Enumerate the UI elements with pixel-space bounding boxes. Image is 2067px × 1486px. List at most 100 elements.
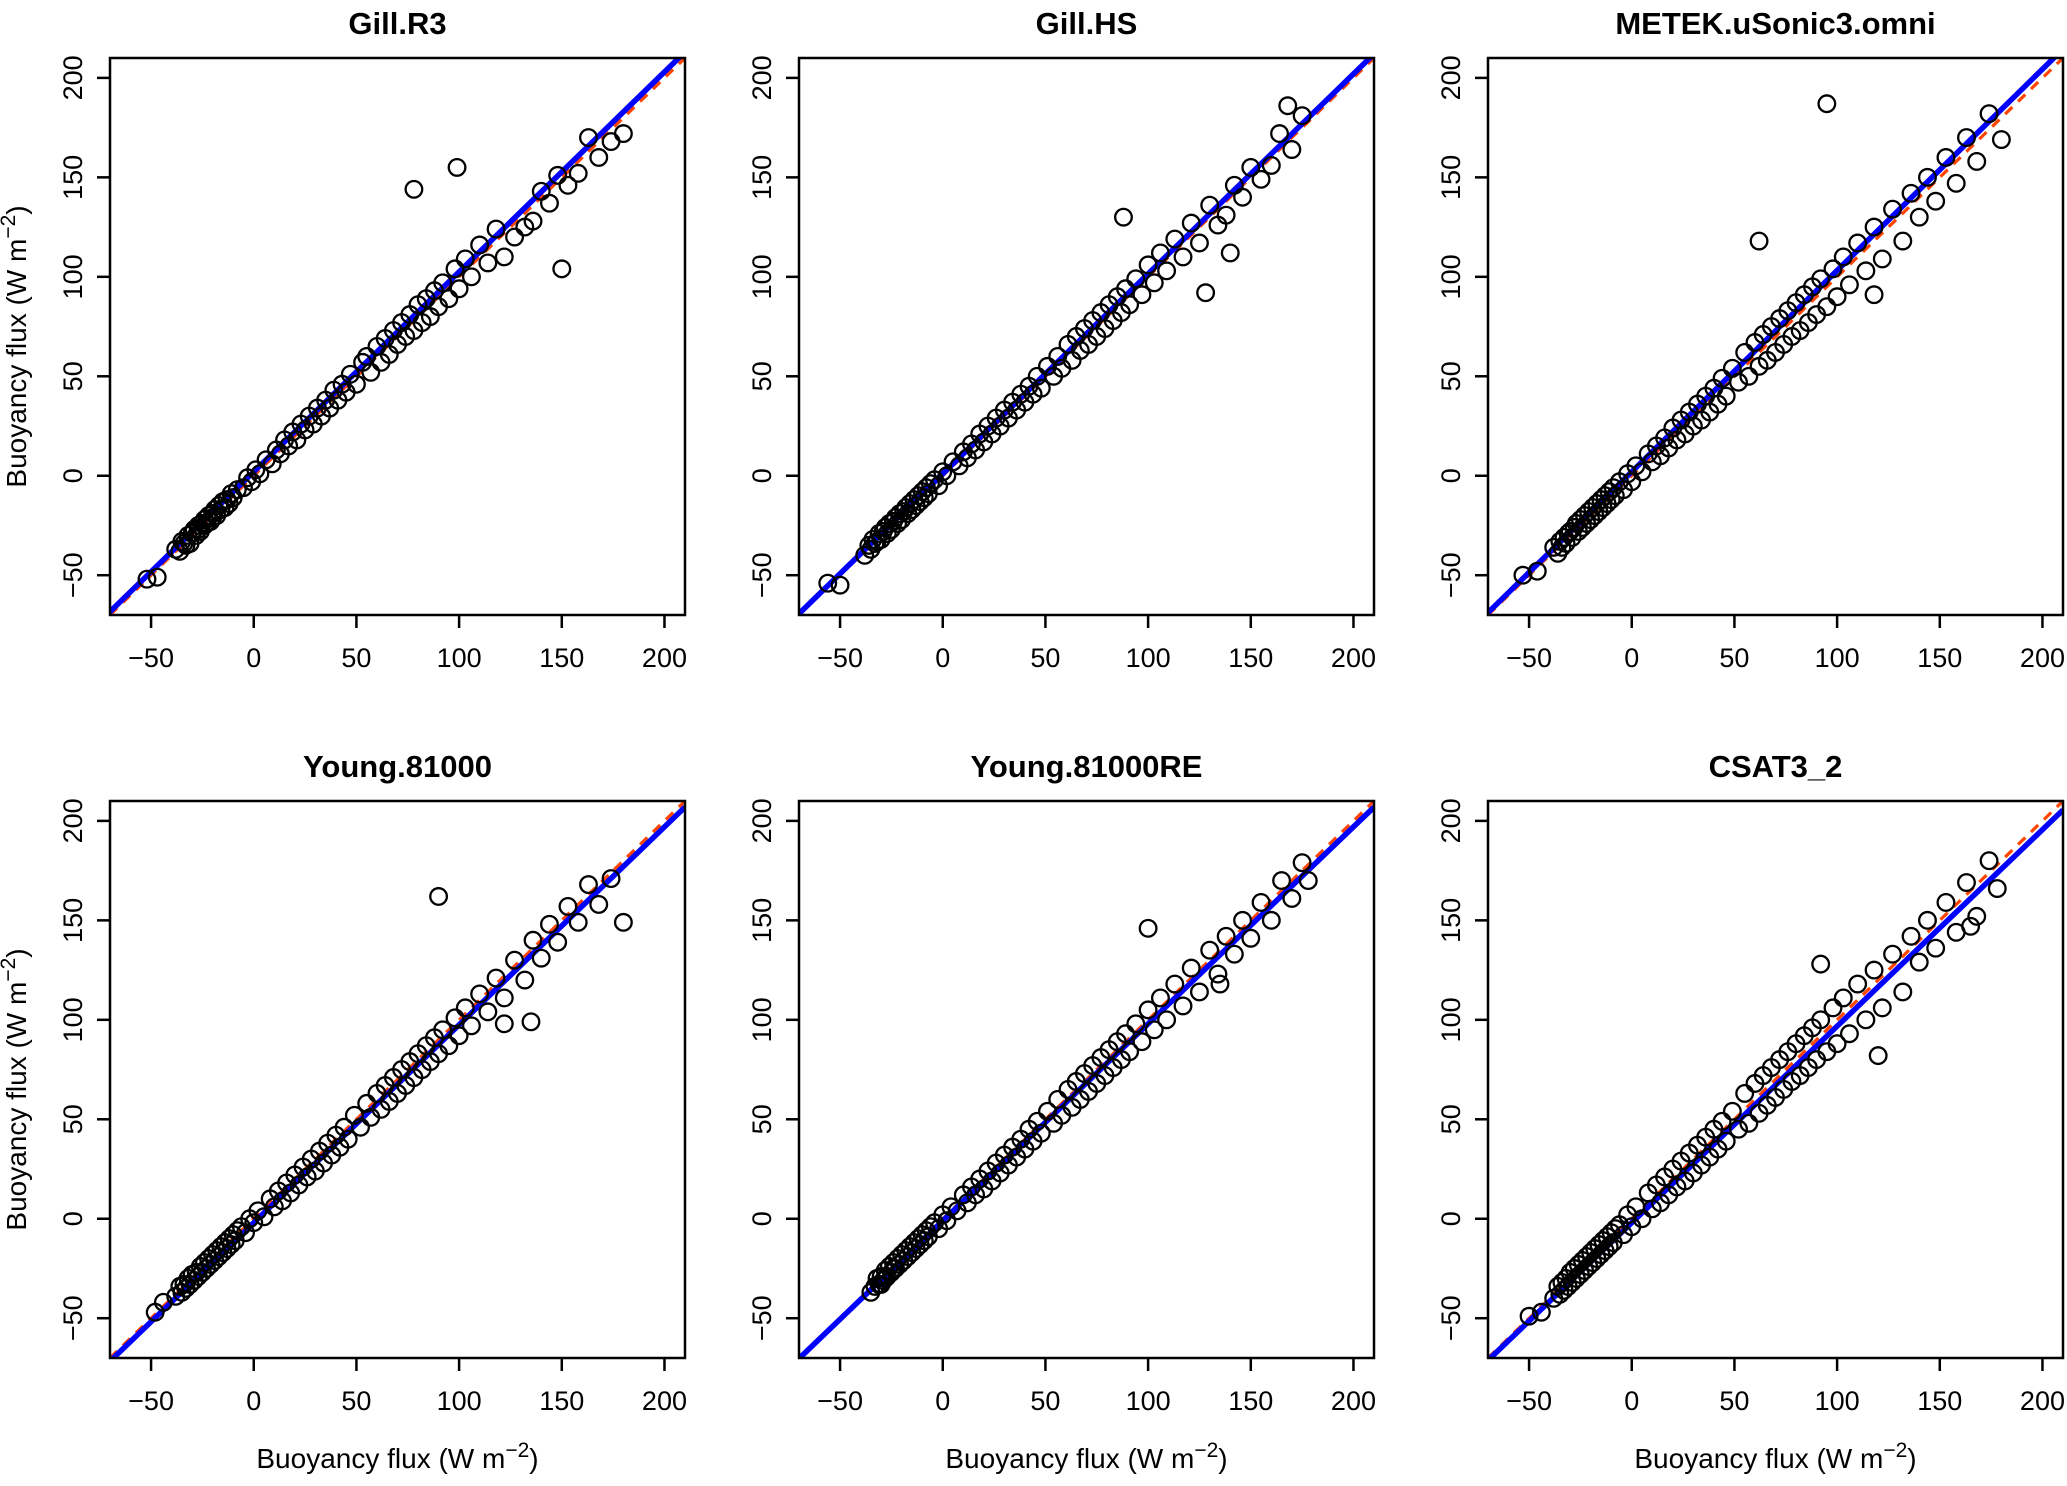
x-tick-label: 100 [437,1386,482,1416]
data-point [888,514,908,533]
data-point [1839,1024,1859,1044]
data-point [1833,247,1853,267]
data-point [1599,1237,1619,1257]
data-point [461,267,481,287]
x-tick-label: 100 [1126,1386,1171,1416]
y-tick-label: −50 [58,552,88,598]
data-point [1987,879,2007,898]
y-tick-label: −50 [58,1295,88,1341]
x-tick-label: 50 [1030,643,1060,673]
data-point [346,374,366,394]
x-axis-title: Buoyancy flux (W m−2) [256,1439,538,1474]
data-point [1909,952,1929,972]
data-point [552,259,572,279]
data-point [1839,275,1859,295]
data-point [244,1213,264,1233]
data-point [877,523,897,543]
x-tick-label: 50 [1030,1386,1060,1416]
data-point [1261,910,1281,930]
data-point [1282,889,1302,908]
data-point [1031,378,1051,398]
data-point [1833,988,1853,1008]
data-point [1918,910,1937,930]
data-point [449,279,469,299]
data-point [1872,249,1892,269]
x-tick-label: 50 [1719,643,1749,673]
data-point [589,894,609,914]
data-point [1716,386,1736,406]
data-point [1632,1209,1652,1229]
data-point [568,163,588,183]
panel-title: Gill.HS [1036,6,1138,41]
x-tick-label: 50 [1719,1386,1749,1416]
x-tick-label: −50 [128,1386,174,1416]
data-point [1556,533,1576,553]
y-tick-label: 200 [58,798,88,843]
points-group [818,96,1312,595]
data-point [1132,1032,1152,1052]
plot-box [797,56,1376,617]
data-point [1519,1306,1539,1326]
x-tick-label: 50 [341,643,371,673]
panel-svg-Young.81000: Young.81000 −50 −50 0 0 50 50 100 100 150 150 200 20… [0,749,687,1474]
data-point [1712,1111,1732,1131]
x-tick-label: 200 [2020,643,2065,673]
data-point [505,950,525,970]
data-point [433,1020,453,1040]
data-point [1936,148,1956,167]
data-point [227,1221,247,1241]
x-tick-label: 0 [1624,643,1639,673]
y-axis-title: Buoyancy flux (W m−2) [0,948,32,1230]
data-point [439,1036,459,1056]
y-tick-label: 150 [747,898,777,943]
data-point [579,128,598,148]
panel-Young.81000: Young.81000 −50 −50 0 0 50 50 100 100 150 150 200 20… [0,743,689,1486]
data-point [455,998,475,1018]
data-point [568,912,588,932]
data-point [1817,94,1837,114]
plot-box [108,56,687,617]
data-point [1864,217,1884,237]
y-tick-label: 50 [747,1104,777,1134]
data-point [486,219,506,239]
panel-svg-CSAT3_2: CSAT3_2 −50 −50 0 0 50 50 100 100 150 150 200 200 Buo… [1436,749,2065,1474]
data-point [1233,910,1253,930]
panel-Young.81000RE: Young.81000RE −50 −50 0 0 50 50 100 100 150 150 200… [689,743,1378,1486]
data-point [601,132,621,152]
data-point [1241,157,1261,177]
data-point [1823,998,1843,1018]
data-point [1157,1010,1177,1030]
x-tick-label: 150 [1917,1386,1962,1416]
panel-svg-Gill.HS: Gill.HS −50 −50 0 0 50 50 100 100 150 150 200 200 [747,6,1376,673]
x-tick-label: 0 [935,1386,950,1416]
data-point [1722,1101,1742,1121]
data-point [579,875,598,895]
panel-title: Young.81000 [303,749,492,784]
data-point [613,912,633,932]
data-point [1138,255,1158,275]
x-tick-label: 0 [935,643,950,673]
data-point [1224,944,1244,964]
data-point [1961,916,1981,936]
data-point [818,573,838,593]
data-point [1114,207,1133,227]
data-point [1116,1024,1135,1044]
data-point [1200,940,1220,960]
data-point [1735,1083,1755,1103]
data-point [1856,261,1876,281]
data-point [558,896,578,916]
data-point [1817,297,1837,317]
data-point [1632,462,1652,482]
data-point [1716,1131,1736,1151]
data-point [1856,1010,1876,1030]
y-tick-label: 0 [1436,1211,1466,1226]
x-tick-label: 100 [437,643,482,673]
data-point [548,932,568,952]
data-point [523,930,543,950]
data-point [1298,871,1318,891]
y-tick-label: −50 [1436,552,1466,598]
data-point [1165,974,1185,994]
data-point [478,253,498,273]
data-point [1991,130,2011,150]
data-point [1292,853,1312,873]
